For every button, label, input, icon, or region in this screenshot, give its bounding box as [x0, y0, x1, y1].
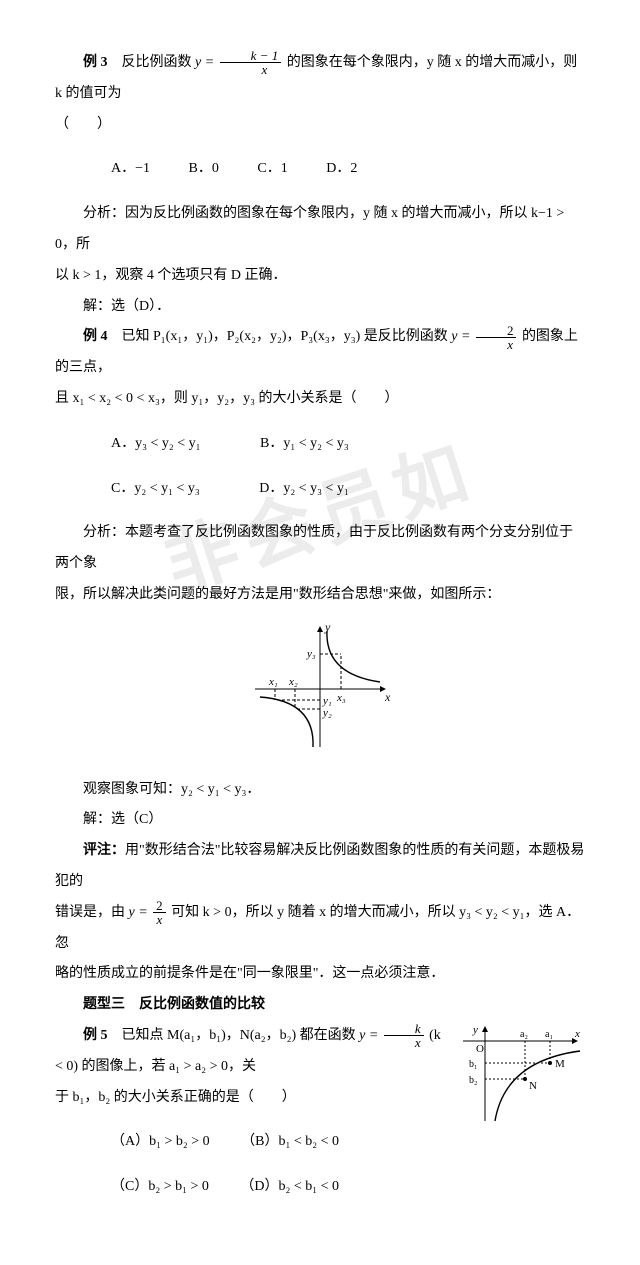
ex4-analysis-text1: 本题考查了反比例函数图象的性质，由于反比例函数有两个分支分别位于两个象	[55, 525, 573, 571]
ex4-options-row2: C．y₂ < y₁ < y₃ D．y₂ < y₃ < y₁	[111, 474, 585, 505]
ex4-label: 例 4	[83, 329, 108, 344]
ex4-fraction: 2x	[476, 324, 517, 351]
lbl-x3: x₃	[336, 692, 346, 704]
ex4-commentary-label: 评注：	[83, 843, 125, 858]
ex5-options-row1: （A）b₁ > b₂ > 0 （B）b₁ < b₂ < 0	[111, 1127, 585, 1158]
ex3-analysis-text1: 因为反比例函数的图象在每个象限内，y 随 x 的增大而减小，所以 k−1 > 0…	[55, 206, 564, 252]
ex4-mistake-1: 错误是，由 y = 2x 可知 k > 0，所以 y 随着 x 的增大而减小，所…	[55, 898, 585, 960]
ex5-opt-d: （D）b₂ < b₁ < 0	[240, 1172, 339, 1203]
lbl-x1: x₁	[268, 676, 278, 688]
ex4-mistake-1a: 错误是，由	[55, 905, 125, 920]
lbl-y2: y₂	[322, 707, 332, 719]
ex3-den: x	[220, 63, 282, 76]
ex3-opt-b: B．0	[189, 154, 219, 185]
lbl-x2: x₂	[288, 676, 298, 688]
ex5-fraction: kx	[384, 1022, 424, 1049]
ex4-mistake-num: 2	[153, 899, 166, 913]
ex5-cond: 于 b₁，b₂ 的大小关系正确的是（ ）	[55, 1083, 585, 1114]
ex4-stem1: 已知 P₁(x₁，y₁)，P₂(x₂，y₂)，P₃(x₃，y₃) 是反比例函数	[122, 329, 448, 344]
ex3-solution: 解：选（D）．	[55, 292, 585, 323]
ex4-stem-line1: 例 4 已知 P₁(x₁，y₁)，P₂(x₂，y₂)，P₃(x₃，y₃) 是反比…	[55, 322, 585, 384]
ex4-mistake-frac: 2x	[153, 899, 166, 926]
ex4-num: 2	[476, 324, 517, 338]
ex4-options-row1: A．y₃ < y₂ < y₁ B．y₁ < y₂ < y₃	[111, 429, 585, 460]
ex4-analysis-2: 限，所以解决此类问题的最好方法是用"数形结合思想"来做，如图所示：	[55, 580, 585, 611]
ex5-options-row2: （C）b₂ > b₁ > 0 （D）b₂ < b₁ < 0	[111, 1172, 585, 1203]
ex5-formula-lhs: y =	[359, 1028, 378, 1043]
ex4-opt-b: B．y₁ < y₂ < y₃	[260, 429, 349, 460]
ex4-figure: x y x₁ x₂ x₃ y₁ y₂ y₃	[55, 619, 585, 767]
ex4-commentary-text1: 用"数形结合法"比较容易解决反比例函数图象的性质的有关问题，本题极易犯的	[55, 843, 584, 889]
ex4-mistake-2: 略的性质成立的前提条件是在"同一象限里"．这一点必须注意．	[55, 959, 585, 990]
ex3-opt-c: C．1	[257, 154, 287, 185]
ex4-commentary-1: 评注：用"数形结合法"比较容易解决反比例函数图象的性质的有关问题，本题极易犯的	[55, 836, 585, 898]
ex5-num: k	[384, 1022, 424, 1036]
ex4-solution: 解：选（C）	[55, 805, 585, 836]
curve-q3	[260, 697, 313, 747]
ex4-analysis-1: 分析：本题考查了反比例函数图象的性质，由于反比例函数有两个分支分别位于两个象	[55, 518, 585, 580]
x-axis-label: x	[384, 690, 391, 704]
ex3-opt-a: A．−1	[111, 154, 150, 185]
ex4-mistake-den: x	[153, 913, 166, 926]
ex4-opt-a: A．y₃ < y₂ < y₁	[111, 429, 201, 460]
ex5-den: x	[384, 1036, 424, 1049]
ex4-figure-svg: x y x₁ x₂ x₃ y₁ y₂ y₃	[245, 619, 395, 754]
ex5-label: 例 5	[83, 1028, 108, 1043]
ex5-stem-line1: 例 5 已知点 M(a₁，b₁)，N(a₂，b₂) 都在函数 y = kx (k…	[55, 1021, 585, 1083]
lbl-y3: y₃	[306, 648, 316, 660]
ex4-analysis-label: 分析：	[83, 525, 125, 540]
ex5-stem1: 已知点 M(a₁，b₁)，N(a₂，b₂) 都在函数	[122, 1028, 356, 1043]
ex3-options: A．−1 B．0 C．1 D．2	[111, 154, 585, 185]
lbl-y1: y₁	[322, 695, 332, 707]
ex4-observe: 观察图象可知：y₂ < y₁ < y₃．	[55, 775, 585, 806]
ex5-opt-a: （A）b₁ > b₂ > 0	[111, 1127, 210, 1158]
ex3-analysis-1: 分析：因为反比例函数的图象在每个象限内，y 随 x 的增大而减小，所以 k−1 …	[55, 199, 585, 261]
ex3-num: k − 1	[220, 49, 282, 63]
type3-title: 题型三 反比例函数值的比较	[55, 990, 585, 1021]
curve-q1	[327, 631, 380, 682]
ex4-den: x	[476, 338, 517, 351]
ex3-opt-d: D．2	[326, 154, 357, 185]
ex4-opt-c: C．y₂ < y₁ < y₃	[111, 474, 200, 505]
ex3-stem-line1: 例 3 反比例函数 y = k − 1x 的图象在每个象限内，y 随 x 的增大…	[55, 48, 585, 110]
ex3-label: 例 3	[83, 55, 108, 70]
ex3-formula-lhs: y =	[195, 55, 214, 70]
ex4-formula-lhs: y =	[451, 329, 470, 344]
ex4-cond: 且 x₁ < x₂ < 0 < x₃，则 y₁，y₂，y₃ 的大小关系是（ ）	[55, 384, 585, 415]
ex5-opt-c: （C）b₂ > b₁ > 0	[111, 1172, 209, 1203]
ex4-mistake-lhs: y =	[129, 905, 148, 920]
ex3-analysis-2: 以 k > 1，观察 4 个选项只有 D 正确．	[55, 261, 585, 292]
ex3-stem-before: 反比例函数	[122, 55, 192, 70]
ex5-opt-b: （B）b₁ < b₂ < 0	[241, 1127, 339, 1158]
ex3-analysis-label: 分析：	[83, 206, 125, 221]
ex4-opt-d: D．y₂ < y₃ < y₁	[259, 474, 349, 505]
ex3-paren: （ ）	[55, 110, 585, 141]
ex3-fraction: k − 1x	[220, 49, 282, 76]
